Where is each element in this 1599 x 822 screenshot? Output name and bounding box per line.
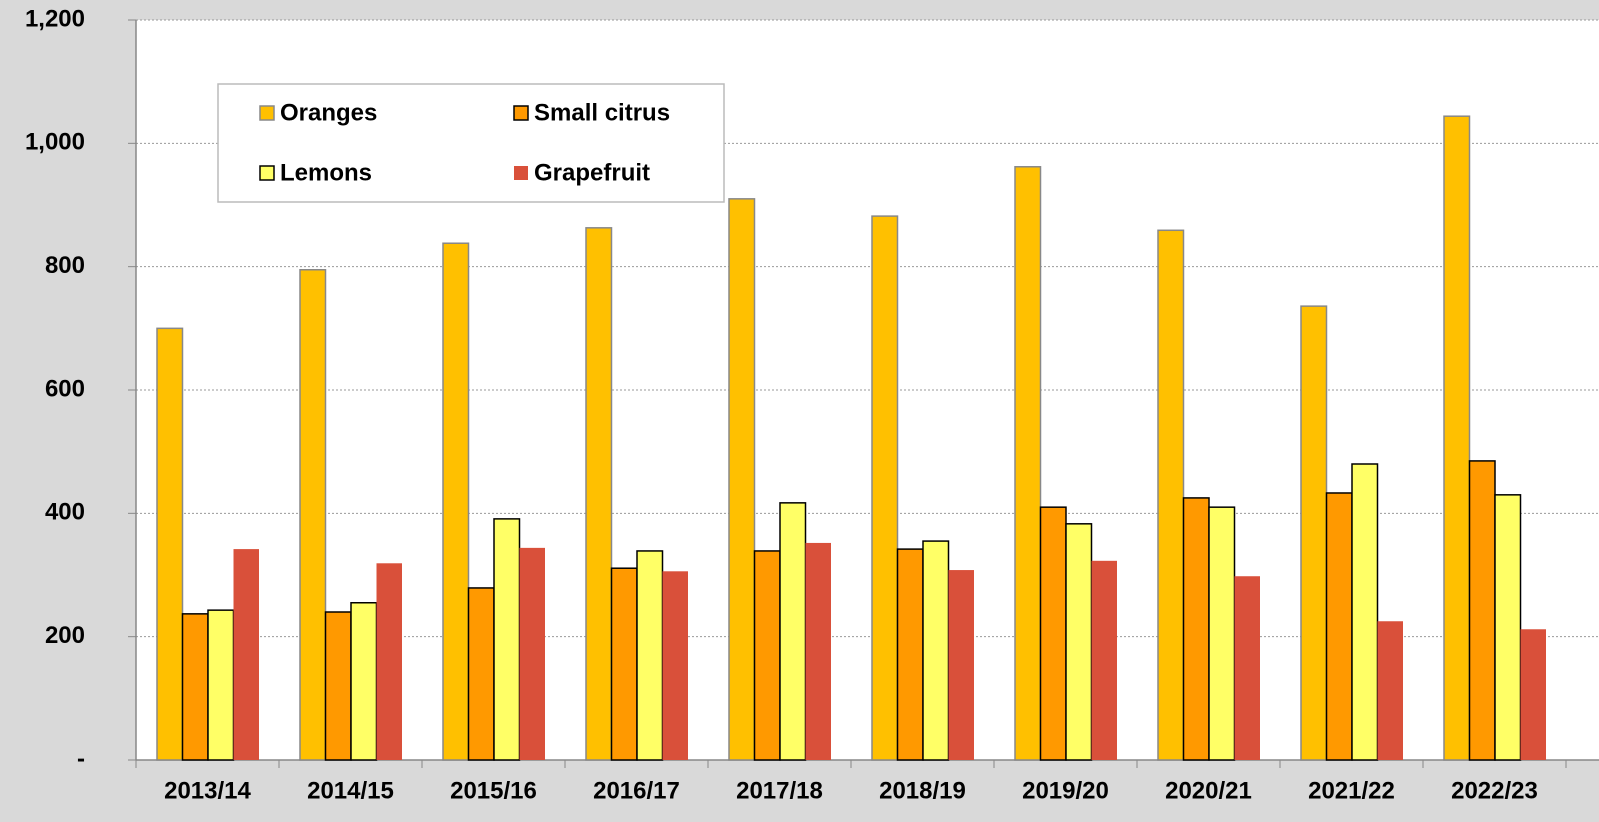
y-tick-label: 1,200 <box>25 5 85 32</box>
x-tick-label: 2022/23 <box>1451 777 1538 804</box>
bar <box>181 613 209 761</box>
legend-label: Grapefruit <box>534 159 650 186</box>
x-tick-label: 2020/21 <box>1165 777 1252 804</box>
legend-label: Oranges <box>280 99 377 126</box>
bar <box>779 502 807 761</box>
bar <box>299 269 327 761</box>
bar <box>662 571 688 760</box>
bar <box>1039 506 1067 761</box>
x-tick-label: 2019/20 <box>1022 777 1109 804</box>
y-tick-label: 200 <box>45 622 85 649</box>
legend-swatch <box>259 165 275 181</box>
bar <box>1234 576 1260 760</box>
legend-label: Lemons <box>280 159 372 186</box>
bar <box>1520 629 1546 760</box>
bar <box>324 611 352 761</box>
y-tick-label: - <box>77 745 85 772</box>
bar <box>156 327 184 761</box>
x-tick-label: 2015/16 <box>450 777 537 804</box>
bar <box>493 518 521 761</box>
bar <box>871 215 899 761</box>
x-tick-label: 2014/15 <box>307 777 394 804</box>
bar <box>1014 166 1042 761</box>
bar <box>519 547 545 760</box>
bar <box>753 550 781 761</box>
legend-box <box>217 83 725 203</box>
bar <box>442 242 470 761</box>
bar <box>896 548 924 761</box>
bar <box>1468 460 1496 761</box>
bar <box>207 609 235 761</box>
x-tick-label: 2018/19 <box>879 777 966 804</box>
bar <box>610 567 638 761</box>
y-tick-label: 600 <box>45 375 85 402</box>
legend-swatch <box>259 105 275 121</box>
bar <box>728 198 756 761</box>
x-tick-label: 2016/17 <box>593 777 680 804</box>
bar <box>1208 506 1236 761</box>
x-tick-label: 2017/18 <box>736 777 823 804</box>
bar <box>948 570 974 760</box>
bar <box>233 549 259 760</box>
bar <box>350 602 378 761</box>
bar <box>376 563 402 760</box>
x-tick-label: 2013/14 <box>164 777 251 804</box>
y-tick-label: 800 <box>45 252 85 279</box>
bar <box>1443 115 1471 761</box>
bar <box>805 542 831 760</box>
y-tick-label: 1,000 <box>25 129 85 156</box>
bar <box>1065 523 1093 761</box>
bar <box>1351 463 1379 761</box>
bar <box>1377 621 1403 760</box>
bar <box>1157 229 1185 761</box>
y-tick-label: 400 <box>45 499 85 526</box>
legend-label: Small citrus <box>534 99 670 126</box>
bar <box>922 540 950 761</box>
bar <box>636 550 664 761</box>
bar <box>1091 560 1117 760</box>
bar <box>1182 497 1210 761</box>
bar <box>585 227 613 761</box>
bar <box>467 587 495 761</box>
x-tick-label: 2021/22 <box>1308 777 1395 804</box>
bar <box>1300 305 1328 761</box>
legend-swatch <box>514 166 528 180</box>
legend-swatch <box>513 105 529 121</box>
bar <box>1325 492 1353 761</box>
bar <box>1494 494 1522 761</box>
